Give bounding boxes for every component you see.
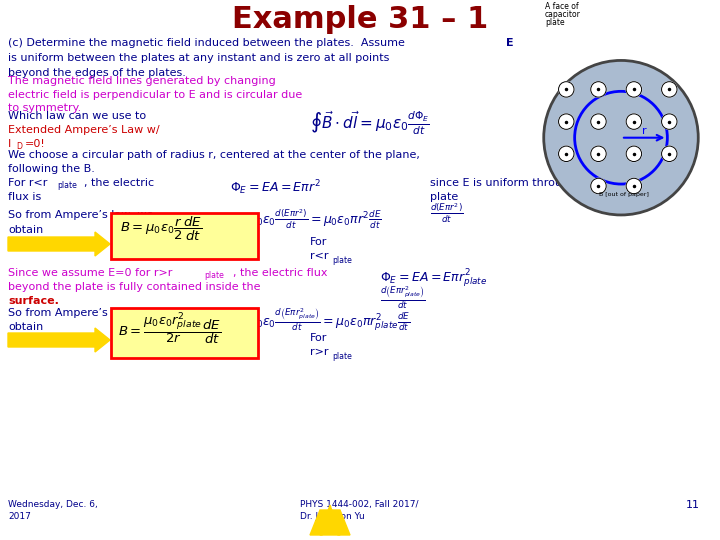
Text: So from Ampere’s law, we: So from Ampere’s law, we bbox=[8, 210, 153, 220]
Text: $\Phi_E = EA = E\pi r^2$: $\Phi_E = EA = E\pi r^2$ bbox=[230, 178, 321, 197]
Text: $B = \dfrac{\mu_0 \varepsilon_0 r^2_{plate}}{2r} \dfrac{dE}{dt}$: $B = \dfrac{\mu_0 \varepsilon_0 r^2_{pla… bbox=[118, 310, 221, 347]
Polygon shape bbox=[310, 510, 332, 535]
Text: Solving for B: Solving for B bbox=[12, 333, 88, 343]
FancyBboxPatch shape bbox=[111, 213, 258, 259]
Text: Example 31 – 1: Example 31 – 1 bbox=[232, 5, 488, 34]
Text: So from Ampere’s law, we: So from Ampere’s law, we bbox=[8, 308, 153, 318]
Text: Solving for B: Solving for B bbox=[12, 237, 88, 247]
Text: For: For bbox=[310, 237, 328, 247]
FancyBboxPatch shape bbox=[111, 308, 258, 358]
Text: is uniform between the plates at any instant and is zero at all points: is uniform between the plates at any ins… bbox=[8, 53, 390, 63]
Text: $\Phi_E = EA = E\pi r^2_{plate}$: $\Phi_E = EA = E\pi r^2_{plate}$ bbox=[380, 268, 487, 290]
Text: r>r: r>r bbox=[310, 347, 328, 357]
Text: $\frac{d\left(E\pi r^2_{plate}\right)}{dt}$: $\frac{d\left(E\pi r^2_{plate}\right)}{d… bbox=[380, 284, 426, 311]
Text: plate: plate bbox=[204, 271, 224, 280]
Text: Since we assume E=0 for r>r: Since we assume E=0 for r>r bbox=[8, 268, 172, 278]
Text: PHYS 1444-002, Fall 2017/: PHYS 1444-002, Fall 2017/ bbox=[300, 500, 418, 509]
Text: following the B.: following the B. bbox=[8, 164, 95, 174]
Text: D: D bbox=[16, 142, 22, 151]
Text: r<r: r<r bbox=[310, 251, 328, 261]
Text: $B \cdot (2\pi r) = \mu_0 \varepsilon_0 \frac{d\left(E\pi r^2_{plate}\right)}{dt: $B \cdot (2\pi r) = \mu_0 \varepsilon_0 … bbox=[185, 306, 410, 333]
Text: obtain: obtain bbox=[8, 322, 43, 332]
Text: =0!: =0! bbox=[25, 139, 46, 149]
Text: $B \cdot (2\pi r) = \mu_0 \varepsilon_0 \frac{d\left(E\pi r^2\right)}{dt} = \mu_: $B \cdot (2\pi r) = \mu_0 \varepsilon_0 … bbox=[185, 208, 382, 232]
Text: For r<r: For r<r bbox=[8, 178, 48, 188]
Text: 11: 11 bbox=[686, 500, 700, 510]
Text: plate: plate bbox=[332, 256, 352, 265]
Text: plate: plate bbox=[332, 352, 352, 361]
Polygon shape bbox=[328, 510, 350, 535]
Text: We choose a circular path of radius r, centered at the center of the plane,: We choose a circular path of radius r, c… bbox=[8, 150, 420, 160]
Text: Dr. Jaehoon Yu: Dr. Jaehoon Yu bbox=[300, 512, 365, 521]
Text: I: I bbox=[8, 139, 12, 149]
Text: electric field is perpendicular to E and is circular due: electric field is perpendicular to E and… bbox=[8, 90, 302, 100]
Text: , the electric: , the electric bbox=[84, 178, 154, 188]
Text: capacitor: capacitor bbox=[545, 10, 581, 19]
Polygon shape bbox=[8, 328, 110, 352]
Text: beyond the edges of the plates.: beyond the edges of the plates. bbox=[8, 68, 186, 78]
Text: obtain: obtain bbox=[8, 225, 43, 235]
Text: plate: plate bbox=[430, 192, 458, 202]
Text: flux is: flux is bbox=[8, 192, 41, 202]
Polygon shape bbox=[8, 232, 110, 256]
Text: since E is uniform throughout the: since E is uniform throughout the bbox=[430, 178, 616, 188]
Text: $B = \mu_0 \varepsilon_0 \dfrac{r}{2} \dfrac{dE}{dt}$: $B = \mu_0 \varepsilon_0 \dfrac{r}{2} \d… bbox=[120, 215, 202, 243]
Text: For: For bbox=[310, 333, 328, 343]
Text: beyond the plate is fully contained inside the: beyond the plate is fully contained insi… bbox=[8, 282, 261, 292]
Text: E: E bbox=[506, 38, 513, 48]
Text: plate: plate bbox=[57, 181, 77, 190]
Text: A face of: A face of bbox=[545, 2, 579, 11]
Text: to symmetry.: to symmetry. bbox=[8, 103, 81, 113]
Text: Which law can we use to: Which law can we use to bbox=[8, 111, 146, 121]
Text: The magnetic field lines generated by changing: The magnetic field lines generated by ch… bbox=[8, 76, 276, 86]
Text: Wednesday, Dec. 6,: Wednesday, Dec. 6, bbox=[8, 500, 98, 509]
Text: (c) Determine the magnetic field induced between the plates.  Assume: (c) Determine the magnetic field induced… bbox=[8, 38, 408, 48]
Text: 2017: 2017 bbox=[8, 512, 31, 521]
Polygon shape bbox=[320, 505, 340, 535]
Text: plate: plate bbox=[545, 18, 564, 27]
Text: surface.: surface. bbox=[8, 296, 59, 306]
Text: , the electric flux: , the electric flux bbox=[233, 268, 328, 278]
Text: Extended Ampere’s Law w/: Extended Ampere’s Law w/ bbox=[8, 125, 160, 135]
Text: $\oint \vec{B} \cdot d\vec{l} = \mu_0 \varepsilon_0 \frac{d\Phi_E}{dt}$: $\oint \vec{B} \cdot d\vec{l} = \mu_0 \v… bbox=[310, 110, 430, 138]
Text: $\frac{d\left(E\pi r^2\right)}{dt}$: $\frac{d\left(E\pi r^2\right)}{dt}$ bbox=[430, 202, 464, 225]
